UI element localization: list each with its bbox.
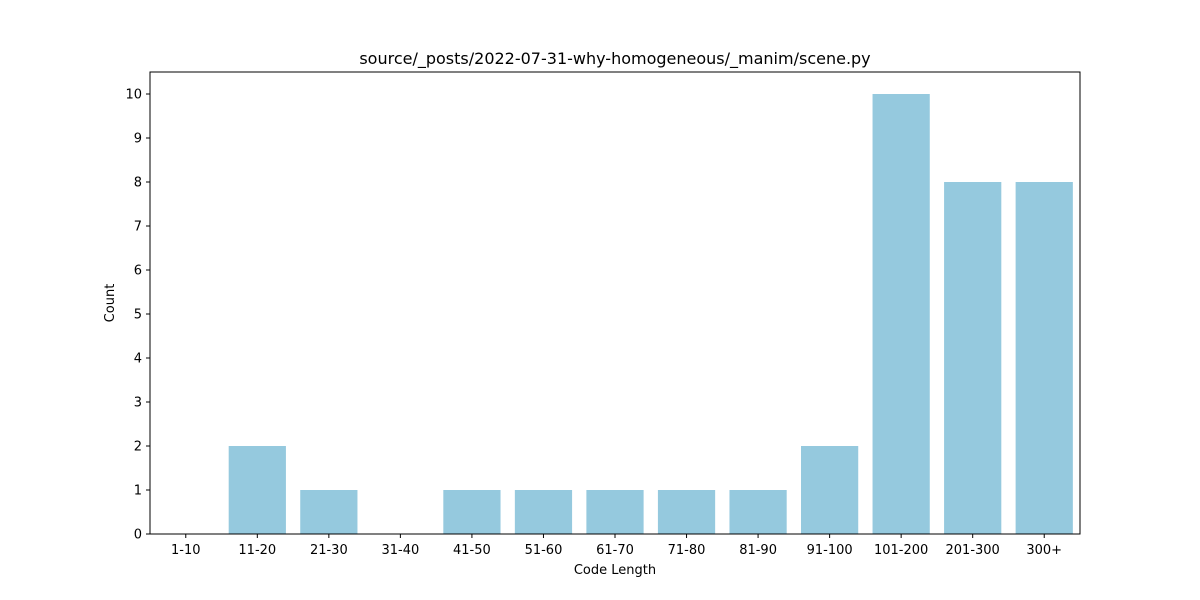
bar-91-100: [801, 446, 859, 534]
bar-41-50: [443, 490, 501, 534]
y-tick-label: 10: [125, 88, 142, 103]
x-axis-label: Code Length: [574, 563, 656, 578]
bar-201-300: [944, 182, 1002, 534]
bar-300+: [1015, 182, 1073, 534]
chart-title: source/_posts/2022-07-31-why-homogeneous…: [359, 49, 870, 69]
plot-frame: [149, 71, 1081, 535]
y-tick-label: 4: [134, 352, 142, 367]
bar-81-90: [729, 490, 787, 534]
x-tick-label: 31-40: [381, 543, 419, 558]
x-tick-label: 71-80: [668, 543, 706, 558]
x-tick-label: 11-20: [238, 543, 276, 558]
x-tick-label: 81-90: [739, 543, 777, 558]
x-tick-label: 51-60: [525, 543, 563, 558]
x-tick-label: 101-200: [874, 543, 928, 558]
bar-11-20: [228, 446, 286, 534]
bar-61-70: [586, 490, 644, 534]
bar-51-60: [514, 490, 573, 534]
x-tick-label: 91-100: [807, 543, 853, 558]
x-tick-label: 1-10: [171, 543, 201, 558]
y-tick-label: 9: [134, 132, 142, 147]
ticks-layer: 1-10 11-20 21-30 31-40 41-50 51-60 61-70 71-80 8…: [125, 88, 1062, 559]
y-tick-label: 1: [134, 484, 142, 499]
x-tick-label: 300+: [1026, 543, 1062, 558]
x-tick-label: 201-300: [946, 543, 1000, 558]
bar-21-30: [300, 490, 358, 534]
y-tick-label: 2: [134, 440, 142, 455]
y-axis-label: Count: [103, 284, 118, 323]
y-tick-label: 6: [134, 264, 142, 279]
x-tick-label: 21-30: [310, 543, 348, 558]
bar-101-200: [872, 94, 930, 534]
y-tick-label: 8: [134, 176, 142, 191]
y-tick-label: 7: [134, 220, 142, 235]
x-tick-label: 61-70: [596, 543, 634, 558]
y-tick-label: 0: [134, 528, 142, 543]
y-tick-label: 5: [134, 308, 142, 323]
bars-layer: [228, 94, 1073, 534]
y-tick-label: 3: [134, 396, 142, 411]
x-tick-label: 41-50: [453, 543, 491, 558]
bar-71-80: [657, 490, 716, 534]
